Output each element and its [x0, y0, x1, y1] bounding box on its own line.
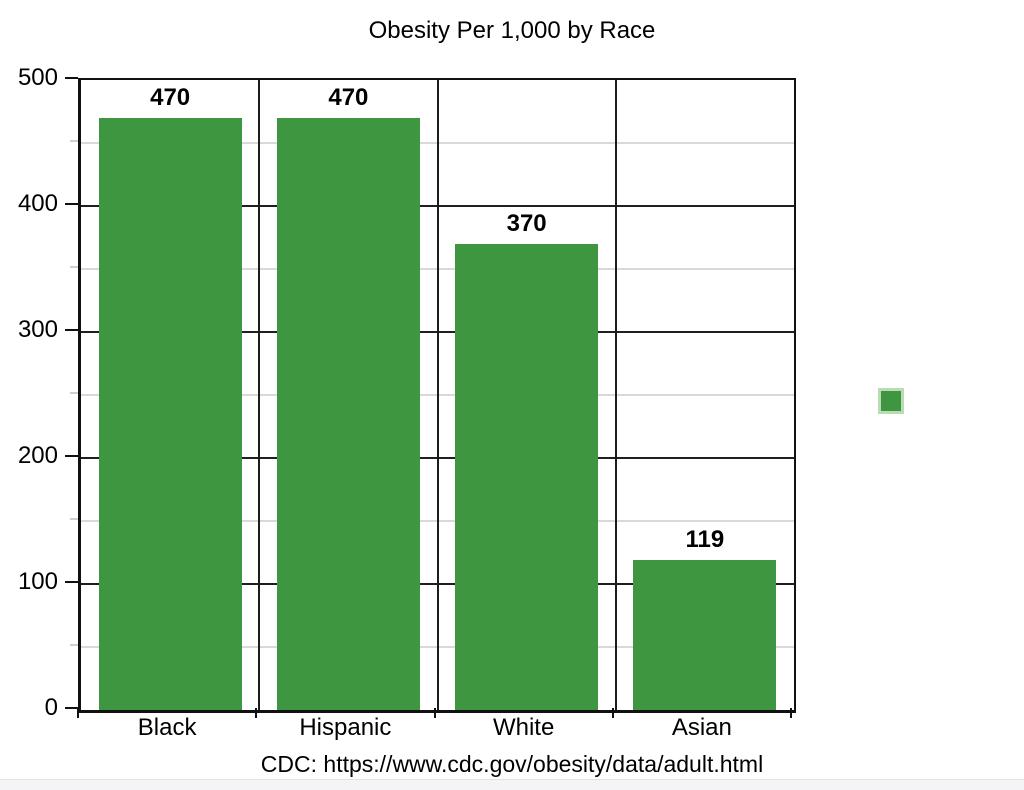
y-tick-label: 200 [17, 442, 58, 469]
y-minor-tick-mark [70, 266, 78, 268]
source-caption: CDC: https://www.cdc.gov/obesity/data/ad… [260, 751, 764, 777]
bar-asian [633, 560, 777, 710]
category-separator [258, 80, 261, 710]
x-tick-mark [433, 708, 436, 718]
y-tick-mark [65, 707, 78, 709]
bar-value-label: 470 [150, 83, 191, 111]
category-separator [436, 80, 439, 710]
y-tick-mark [65, 329, 78, 331]
y-tick-label: 300 [17, 316, 58, 343]
y-tick-label: 0 [44, 694, 58, 721]
x-tick-label-asian: Asian [671, 714, 732, 741]
window-edge-strip [0, 779, 1024, 790]
y-minor-tick-mark [70, 140, 78, 142]
y-tick-mark [65, 203, 78, 205]
x-tick-mark [611, 708, 614, 718]
bar-value-label: 370 [506, 209, 547, 237]
x-tick-mark [255, 708, 258, 718]
y-minor-tick-mark [70, 644, 78, 646]
bar-black [98, 117, 242, 710]
y-tick-mark [65, 581, 78, 583]
bar-value-label: 470 [328, 83, 369, 111]
bar-value-label: 119 [685, 526, 725, 554]
y-tick-label: 400 [17, 190, 58, 217]
y-minor-tick-mark [70, 518, 78, 520]
y-tick-mark [65, 77, 78, 79]
x-tick-label-black: Black [137, 714, 197, 741]
chart-title: Obesity Per 1,000 by Race [368, 17, 656, 44]
x-tick-mark [790, 708, 792, 718]
x-tick-mark [77, 708, 79, 718]
y-tick-mark [65, 455, 78, 457]
x-tick-label-white: White [492, 714, 555, 741]
y-tick-label: 500 [17, 64, 58, 91]
bar-hispanic [276, 117, 420, 710]
legend-swatch [878, 388, 904, 414]
y-minor-tick-mark [70, 392, 78, 394]
x-tick-label-hispanic: Hispanic [299, 714, 392, 741]
category-separator [614, 80, 617, 710]
plot-area: 470 470 370 119 [78, 78, 796, 713]
y-tick-label: 100 [17, 568, 58, 595]
bar-white [455, 243, 599, 710]
